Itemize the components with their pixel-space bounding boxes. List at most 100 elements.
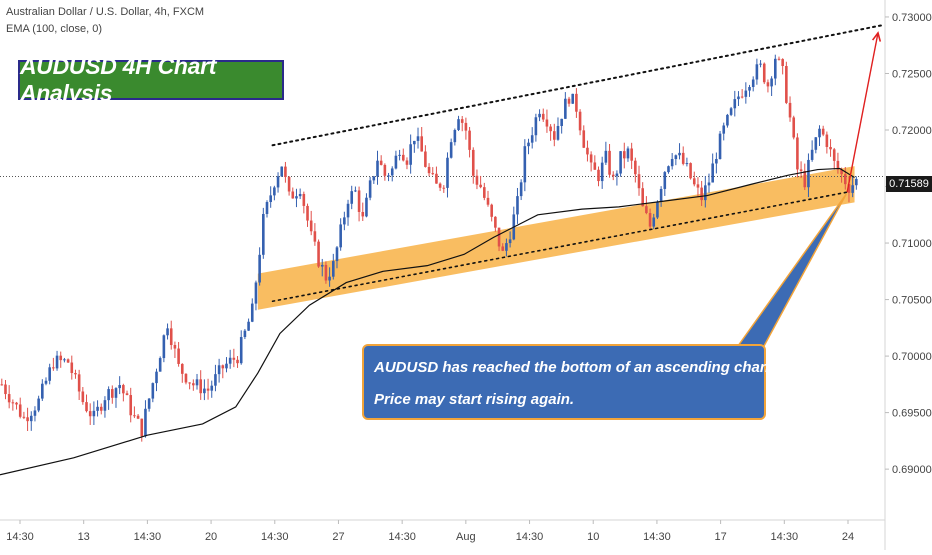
support-zone-band <box>257 166 855 310</box>
candle-body <box>792 117 796 138</box>
candle-body <box>453 129 457 143</box>
candle-body <box>696 184 700 188</box>
candle-body <box>762 63 766 83</box>
candle-body <box>740 96 744 98</box>
candle-body <box>81 391 85 403</box>
candle-body <box>15 402 18 405</box>
candle-body <box>840 169 843 175</box>
candle-body <box>162 335 166 359</box>
candle-body <box>265 202 269 214</box>
candle-body <box>401 154 405 161</box>
candle-body <box>262 213 265 255</box>
candle-body <box>343 217 346 225</box>
x-tick-label: 14:30 <box>771 531 799 543</box>
candle-body <box>564 98 567 119</box>
candle-body <box>449 142 453 158</box>
candle-body <box>77 374 81 392</box>
candle-body <box>689 163 692 179</box>
ema-100-line <box>0 167 855 476</box>
candle-body <box>298 193 302 197</box>
candle-body <box>346 203 350 218</box>
candle-body <box>832 149 836 161</box>
y-tick-label: 0.70500 <box>892 295 932 307</box>
candle-body <box>634 160 637 175</box>
candle-body <box>88 411 92 417</box>
candle-body <box>464 122 468 131</box>
candle-body <box>626 148 630 159</box>
candle-body <box>239 337 243 364</box>
candle-body <box>600 162 604 182</box>
x-tick-label: 14:30 <box>643 531 671 543</box>
candle-body <box>781 59 784 67</box>
candle-body <box>468 130 471 150</box>
candle-body <box>825 134 829 147</box>
candle-body <box>48 367 51 381</box>
candle-body <box>751 79 755 87</box>
candle-body <box>44 380 48 384</box>
candle-body <box>173 345 177 349</box>
candle-body <box>435 173 438 184</box>
candle-body <box>357 190 361 212</box>
candle-body <box>755 64 759 80</box>
callout-line-2: Price may start rising again. <box>374 391 575 408</box>
candle-body <box>409 144 412 165</box>
candle-body <box>225 363 228 369</box>
chart-legend: Australian Dollar / U.S. Dollar, 4h, FXC… <box>6 4 204 38</box>
candle-body <box>670 159 674 167</box>
candle-body <box>309 220 313 232</box>
candle-body <box>280 166 284 177</box>
candle-body <box>41 383 44 399</box>
y-tick-label: 0.70000 <box>892 351 932 363</box>
candle-body <box>166 328 169 336</box>
x-tick-label: 14:30 <box>134 531 162 543</box>
candle-body <box>586 147 589 155</box>
candle-body <box>821 128 825 135</box>
candle-body <box>814 137 818 150</box>
candle-body <box>365 197 368 217</box>
candle-body <box>59 355 63 361</box>
candle-body <box>228 357 232 364</box>
candle-body <box>770 78 773 87</box>
candle-body <box>295 196 298 199</box>
candle-body <box>250 303 254 322</box>
candle-body <box>66 359 70 363</box>
ema-indicator-label[interactable]: EMA (100, close, 0) <box>6 23 102 35</box>
candle-body <box>258 254 261 283</box>
candle-body <box>700 187 703 201</box>
candle-body <box>122 385 125 394</box>
candle-body <box>199 379 202 394</box>
candle-body <box>394 155 398 169</box>
candle-body <box>18 404 22 417</box>
candle-body <box>807 159 810 188</box>
symbol-label: Australian Dollar / U.S. Dollar, 4h, FXC… <box>6 6 205 18</box>
candle-body <box>475 175 479 185</box>
candle-body <box>460 119 464 123</box>
candle-body <box>685 163 689 165</box>
candle-body <box>777 58 781 60</box>
candle-body <box>490 204 493 217</box>
candle-body <box>254 282 258 304</box>
candle-body <box>505 243 508 251</box>
candle-body <box>766 82 770 87</box>
candle-body <box>759 63 762 65</box>
candle-body <box>711 163 714 183</box>
candle-body <box>11 402 15 404</box>
candle-body <box>645 206 648 214</box>
analysis-callout: AUDUSD has reached the bottom of an asce… <box>362 344 795 420</box>
candle-body <box>188 382 191 384</box>
candle-body <box>416 136 420 141</box>
candle-body <box>704 185 707 201</box>
candle-body <box>545 119 549 127</box>
candle-body <box>133 415 136 417</box>
candle-body <box>527 142 530 147</box>
candle-body <box>571 93 575 104</box>
candle-body <box>718 133 722 160</box>
candle-body <box>85 402 88 412</box>
candle-body <box>390 168 394 176</box>
candle-body <box>788 102 792 118</box>
candle-body <box>619 151 622 174</box>
candle-body <box>442 187 446 189</box>
candle-body <box>214 374 217 386</box>
candle-body <box>195 379 199 386</box>
candle-body <box>328 276 331 281</box>
